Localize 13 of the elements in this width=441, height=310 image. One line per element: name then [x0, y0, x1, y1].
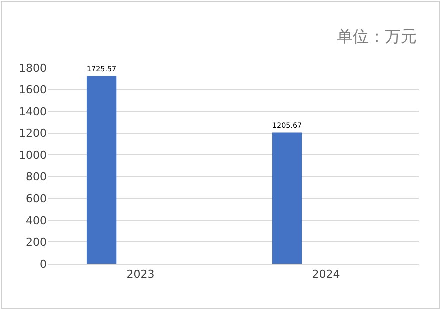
y-tick-label: 1000 — [19, 148, 47, 162]
y-tick-label: 0 — [40, 258, 47, 271]
y-tick-label: 400 — [26, 214, 47, 228]
y-tick-label: 1800 — [19, 62, 47, 75]
y-tick-label: 800 — [26, 170, 47, 184]
y-tick-label: 1200 — [19, 127, 47, 140]
y-tick-label: 600 — [26, 192, 47, 206]
y-tick-label: 200 — [26, 236, 47, 250]
x-tick-label: 2023 — [126, 268, 155, 282]
x-tick-label: 2024 — [312, 268, 340, 282]
y-tick-label: 1600 — [19, 84, 47, 97]
text: 单位：万元 — [337, 27, 417, 46]
y-tick-label: 1400 — [19, 105, 47, 118]
